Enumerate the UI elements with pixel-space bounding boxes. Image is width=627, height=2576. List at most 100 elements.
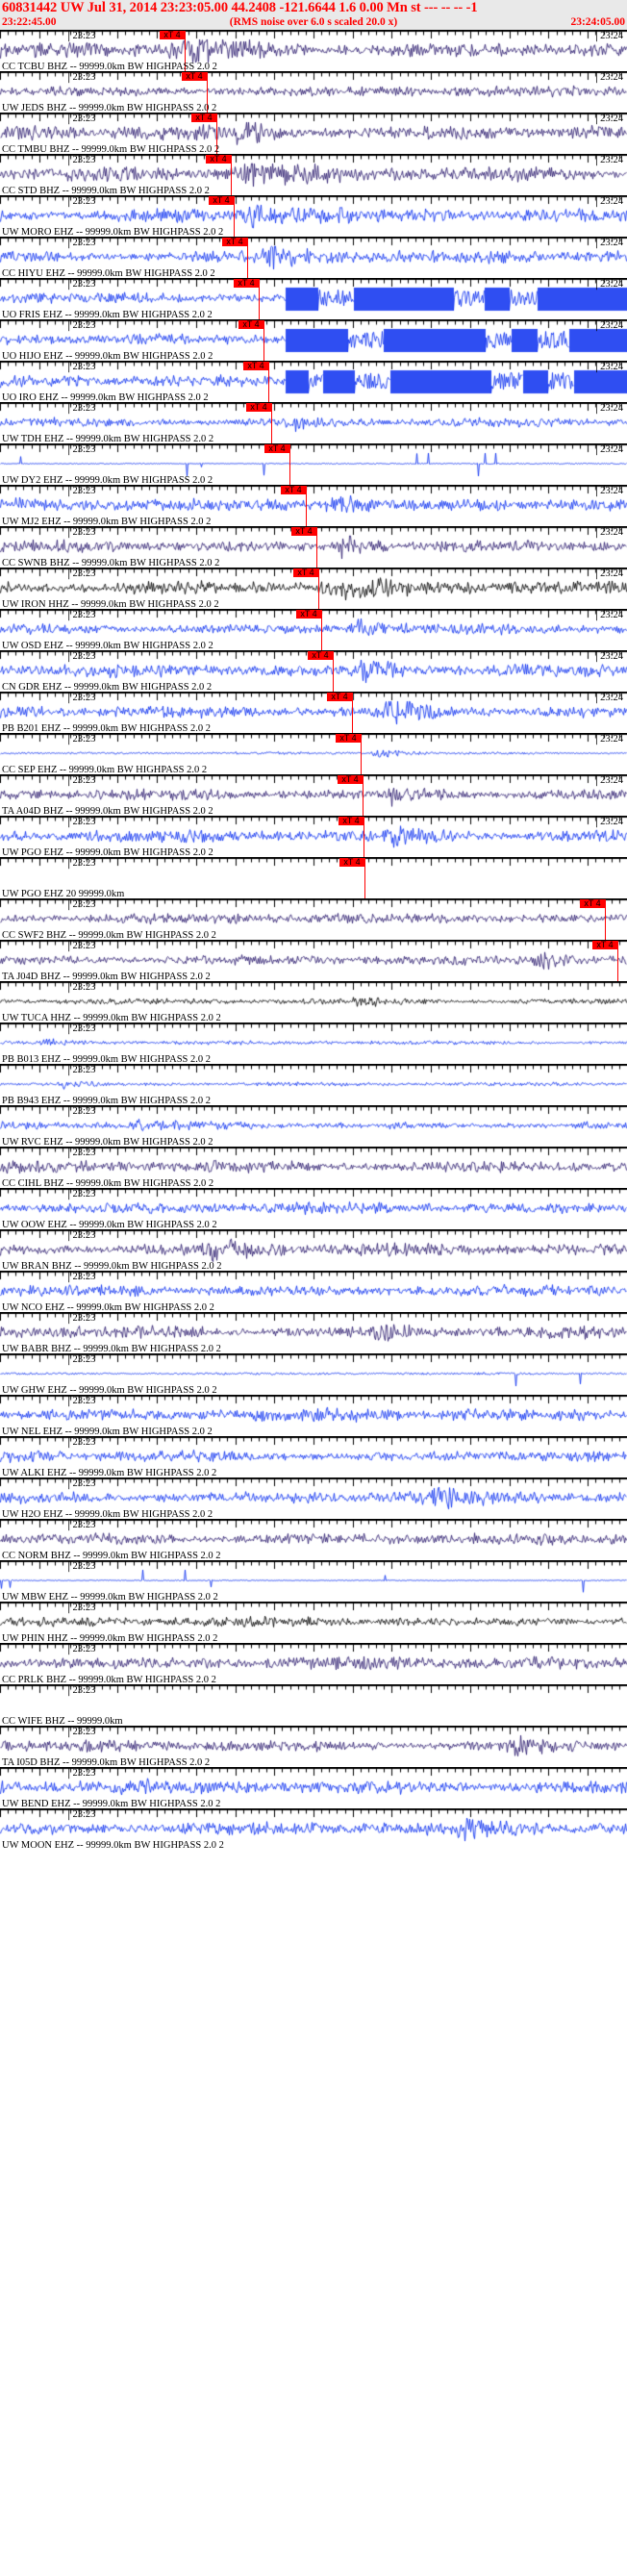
trace-row[interactable]: │23:23 │23:24 xT 4 UW DY2 EHZ -- 99999.0km … [0,443,627,485]
trigger-marker[interactable]: xT 4 [209,196,234,205]
station-label-oow: UW OOW EHZ -- 99999.0km BW HIGHPASS 2.0 … [2,1220,217,1229]
station-label-prlk: CC PRLK BHZ -- 99999.0km BW HIGHPASS 2.0… [2,1675,216,1684]
trace-row[interactable]: │23:23 │23:24 xT 4 UW MJ2 EHZ -- 99999.0km … [0,485,627,526]
trace-row[interactable]: │23:23 │23:24 xT 4 UW OSD EHZ -- 99999.0km … [0,609,627,650]
trace-row[interactable]: │23:23 │23:24 xT 4 CC STD BHZ -- 99999.0km … [0,154,627,195]
trace-row[interactable]: │23:23 UW RVC EHZ -- 99999.0km BW HIGHPAS… [0,1105,627,1147]
trigger-marker[interactable]: xT 4 [336,734,361,743]
trace-row[interactable]: │23:23 xT 4 UW PGO EHZ 20 99999.0km [0,857,627,898]
trace-row[interactable]: │23:23 │23:24 xT 4 CC TMBU BHZ -- 99999.0km… [0,113,627,154]
time-tick-label: │23:23 [65,1148,96,1158]
trigger-marker-line [617,941,618,981]
trigger-marker[interactable]: xT 4 [182,72,207,81]
trigger-marker[interactable]: xT 4 [339,858,364,867]
trace-row[interactable]: │23:23 UW TUCA HHZ -- 99999.0km BW HIGHPA… [0,981,627,1023]
trace-row[interactable]: │23:23 │23:24 xT 4 CC SWNB BHZ -- 99999.0km… [0,526,627,568]
trigger-marker[interactable]: xT 4 [291,527,316,536]
trigger-marker[interactable]: xT 4 [238,320,263,329]
time-tick-label: │23:23 [65,1727,96,1737]
station-label-swnb: CC SWNB BHZ -- 99999.0km BW HIGHPASS 2.0… [2,558,220,568]
trigger-marker[interactable]: xT 4 [308,651,333,660]
trigger-marker[interactable]: xT 4 [338,775,363,784]
trace-row[interactable]: │23:23 UW MBW EHZ -- 99999.0km BW HIGHPAS… [0,1560,627,1602]
trace-row[interactable]: │23:23 CC CIHL BHZ -- 99999.0km BW HIGHPA… [0,1147,627,1188]
trace-row[interactable]: │23:23 │23:24 xT 4 PB B201 EHZ -- 99999.0km… [0,692,627,733]
time-tick-label-end: │23:24 [592,817,623,827]
time-tick-label: │23:23 [65,1437,96,1448]
station-label-b013: PB B013 EHZ -- 99999.0km BW HIGHPASS 2.0… [2,1054,212,1064]
time-tick-label-end: │23:24 [592,610,623,620]
trigger-marker[interactable]: xT 4 [264,444,289,453]
trigger-marker[interactable]: xT 4 [327,693,352,701]
waveform-canvas-swf2 [0,899,627,940]
trigger-marker-line [247,238,248,278]
trace-row[interactable]: │23:23 UW NEL EHZ -- 99999.0km BW HIGHPAS… [0,1395,627,1436]
trace-row[interactable]: │23:23 TA I05D BHZ -- 99999.0km BW HIGHPA… [0,1726,627,1767]
trace-row[interactable]: │23:23 │23:24 xT 4 UW PGO EHZ -- 99999.0km … [0,816,627,857]
trace-row[interactable]: │23:23 UW MOON EHZ -- 99999.0km BW HIGHPA… [0,1808,627,1850]
time-tick-label-end: │23:24 [592,31,623,41]
trigger-marker[interactable]: xT 4 [293,568,318,577]
waveform-canvas-moon [0,1809,627,1850]
trigger-marker[interactable]: xT 4 [191,114,216,122]
trace-row[interactable]: │23:23 xT 4 TA J04D BHZ -- 99999.0km BW HI… [0,940,627,981]
trace-row[interactable]: │23:23 │23:24 xT 4 CC HIYU EHZ -- 99999.0km… [0,237,627,278]
trace-row[interactable]: │23:23 │23:24 xT 4 CC SEP EHZ -- 99999.0km … [0,733,627,774]
trigger-marker[interactable]: xT 4 [206,155,231,164]
time-tick-label-end: │23:24 [592,568,623,579]
trace-row[interactable]: │23:23 UW ALKI EHZ -- 99999.0km BW HIGHPA… [0,1436,627,1477]
trigger-marker[interactable]: xT 4 [243,362,268,370]
trace-row[interactable]: │23:23 PB B943 EHZ -- 99999.0km BW HIGHPA… [0,1064,627,1105]
trace-row[interactable]: │23:23 │23:24 xT 4 UW JEDS BHZ -- 99999.0km… [0,71,627,113]
trace-row[interactable]: │23:23 CC NORM BHZ -- 99999.0km BW HIGHPA… [0,1519,627,1560]
trace-row[interactable]: │23:23 │23:24 xT 4 CN GDR EHZ -- 99999.0km … [0,650,627,692]
trace-row[interactable]: │23:23 CC WIFE BHZ -- 99999.0km [0,1684,627,1726]
trace-row[interactable]: │23:23 xT 4 CC SWF2 BHZ -- 99999.0km BW HI… [0,898,627,940]
station-label-phin: UW PHIN HHZ -- 99999.0km BW HIGHPASS 2.0… [2,1633,218,1643]
trigger-marker[interactable]: xT 4 [222,238,247,246]
trace-row[interactable]: │23:23 UW BEND EHZ -- 99999.0km BW HIGHPA… [0,1767,627,1808]
trace-row[interactable]: │23:23 UW NCO EHZ -- 99999.0km BW HIGHPAS… [0,1271,627,1312]
trace-row[interactable]: │23:23 CC PRLK BHZ -- 99999.0km BW HIGHPA… [0,1643,627,1684]
time-tick-label: │23:23 [65,1230,96,1241]
station-label-rvc: UW RVC EHZ -- 99999.0km BW HIGHPASS 2.0 … [2,1137,213,1147]
trace-row[interactable]: │23:23 UW PHIN HHZ -- 99999.0km BW HIGHPA… [0,1602,627,1643]
trigger-marker[interactable]: xT 4 [160,31,185,39]
trigger-marker[interactable]: xT 4 [592,941,617,949]
waveform-canvas-j04d [0,941,627,981]
trace-row[interactable]: │23:23 UW OOW EHZ -- 99999.0km BW HIGHPAS… [0,1188,627,1229]
trace-row[interactable]: │23:23 │23:24 xT 4 TA A04D BHZ -- 99999.0km… [0,774,627,816]
trace-row[interactable]: │23:23 PB B013 EHZ -- 99999.0km BW HIGHPA… [0,1023,627,1064]
station-label-tcbu: CC TCBU BHZ -- 99999.0km BW HIGHPASS 2.0… [2,62,217,71]
trace-row[interactable]: │23:23 │23:24 xT 4 UO IRO EHZ -- 99999.0km … [0,361,627,402]
waveform-canvas-nco [0,1272,627,1312]
trace-row[interactable]: │23:23 │23:24 xT 4 UO FRIS EHZ -- 99999.0km… [0,278,627,319]
trace-row[interactable]: │23:23 UW H2O EHZ -- 99999.0km BW HIGHPAS… [0,1477,627,1519]
trigger-marker[interactable]: xT 4 [296,610,321,619]
trace-row[interactable]: │23:23 │23:24 xT 4 CC TCBU BHZ -- 99999.0km… [0,30,627,71]
trace-row[interactable]: │23:23 │23:24 xT 4 UW MORO EHZ -- 99999.0km… [0,195,627,237]
trace-row[interactable]: │23:23 │23:24 xT 4 UW IRON HHZ -- 99999.0km… [0,568,627,609]
trigger-marker[interactable]: xT 4 [246,403,271,412]
waveform-canvas-dy2 [0,444,627,485]
trace-row[interactable]: │23:23 UW GHW EHZ -- 99999.0km BW HIGHPAS… [0,1353,627,1395]
time-tick-label: │23:23 [65,155,96,165]
trace-list: │23:23 │23:24 xT 4 CC TCBU BHZ -- 99999.0km… [0,30,627,1850]
waveform-canvas-b013 [0,1023,627,1064]
time-tick-label-end: │23:24 [592,693,623,703]
trigger-marker[interactable]: xT 4 [234,279,259,288]
trigger-marker[interactable]: xT 4 [281,486,306,494]
time-tick-label-end: │23:24 [592,196,623,207]
waveform-canvas-pgo [0,858,627,898]
trace-row[interactable]: │23:23 │23:24 xT 4 UO HIJO EHZ -- 99999.0km… [0,319,627,361]
trigger-marker[interactable]: xT 4 [580,899,605,908]
trigger-marker-line [363,775,364,816]
trigger-marker[interactable]: xT 4 [339,817,364,825]
rms-note-label: (RMS noise over 6.0 s scaled 20.0 x) [229,16,398,28]
waveform-canvas-wife [0,1685,627,1726]
trace-row[interactable]: │23:23 │23:24 xT 4 UW TDH EHZ -- 99999.0km … [0,402,627,443]
waveform-canvas-bran [0,1230,627,1271]
trace-row[interactable]: │23:23 UW BABR BHZ -- 99999.0km BW HIGHPA… [0,1312,627,1353]
station-label-sep: CC SEP EHZ -- 99999.0km BW HIGHPASS 2.0 … [2,765,208,774]
trace-row[interactable]: │23:23 UW BRAN BHZ -- 99999.0km BW HIGHPA… [0,1229,627,1271]
